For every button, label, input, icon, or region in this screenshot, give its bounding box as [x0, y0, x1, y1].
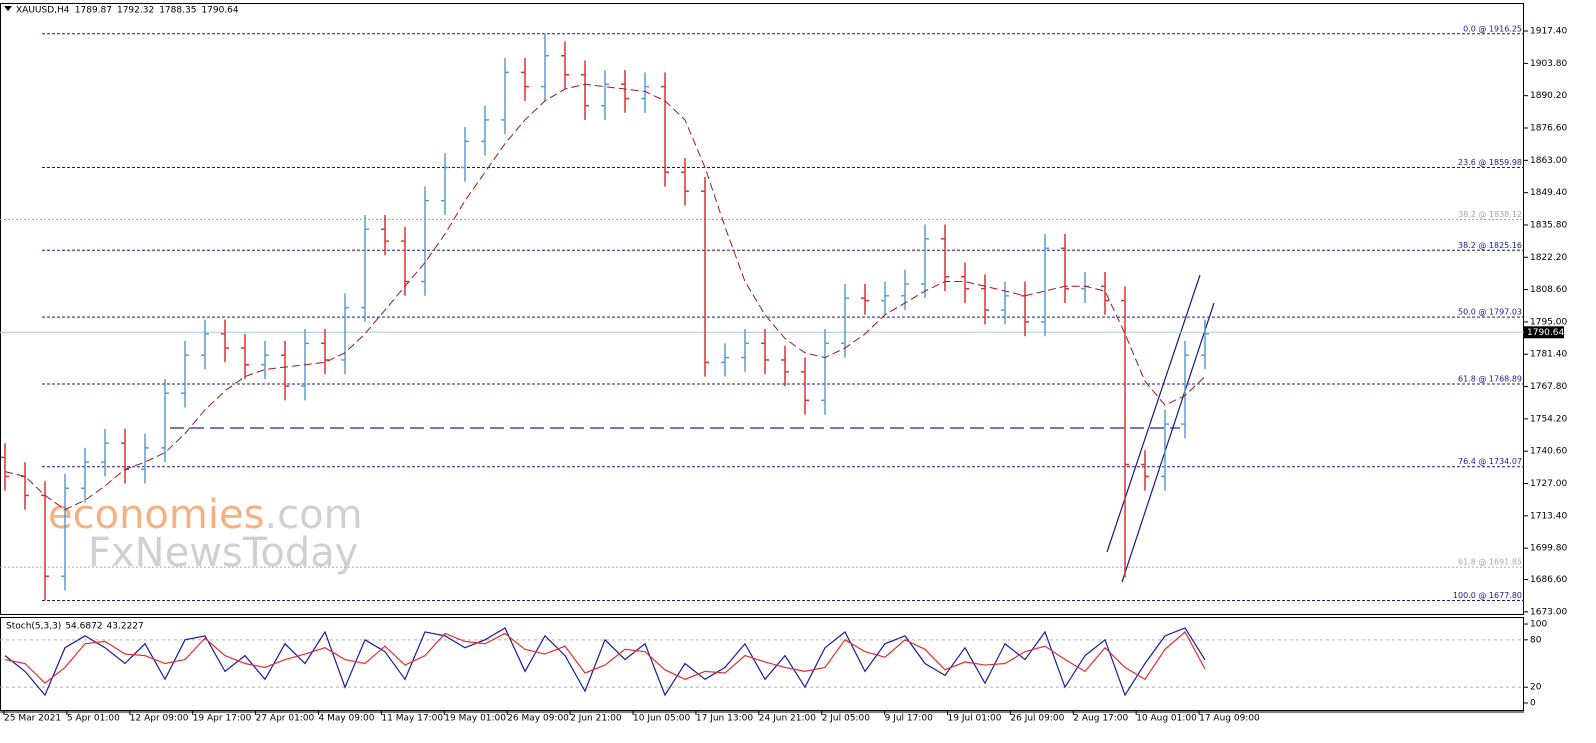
header-value: 1790.64 — [201, 6, 238, 16]
fib-label: 100.0 @ 1677.80 — [1453, 591, 1522, 600]
fib-label: 0.0 @ 1916.25 — [1463, 24, 1522, 33]
y-tick-label: 1713.40 — [1530, 511, 1567, 521]
x-tick-label: 27 Apr 01:00 — [256, 714, 315, 724]
x-tick-label: 5 Apr 01:00 — [67, 714, 120, 724]
x-tick-label: 19 Apr 17:00 — [193, 714, 252, 724]
channel-lower — [1121, 302, 1215, 583]
x-tick-label: 10 Jun 05:00 — [633, 714, 690, 724]
watermark-brand: economies — [48, 492, 264, 538]
x-tick-label: 2 Aug 17:00 — [1073, 714, 1128, 724]
y-tick-label: 1903.80 — [1530, 59, 1567, 69]
x-tick-label: 2 Jun 21:00 — [570, 714, 622, 724]
current-price-label: 1790.64 — [1527, 328, 1564, 338]
y-tick-label: 80 — [1530, 635, 1542, 645]
y-tick-label: 0 — [1530, 698, 1536, 708]
x-tick-label: 17 Aug 09:00 — [1199, 714, 1260, 724]
y-tick-label: 20 — [1530, 683, 1542, 693]
y-tick-label: 1863.00 — [1530, 156, 1567, 166]
y-tick-label: 1781.40 — [1530, 350, 1567, 360]
stoch-line — [4, 630, 1206, 685]
moving-average — [4, 83, 1206, 511]
current-price-box — [1524, 326, 1564, 339]
stoch-header: 54.6872 — [65, 622, 102, 632]
x-tick-label: 17 Jun 13:00 — [696, 714, 753, 724]
y-tick-label: 1808.60 — [1530, 285, 1567, 295]
y-tick-label: 1849.40 — [1530, 188, 1567, 198]
x-tick-label: 25 Mar 2021 — [4, 714, 61, 724]
menu-arrow[interactable] — [4, 6, 12, 11]
y-tick-label: 1699.80 — [1530, 544, 1567, 554]
y-tick-label: 1754.20 — [1530, 414, 1567, 424]
y-tick-label: 1890.20 — [1530, 91, 1567, 101]
header-value: 1788.35 — [159, 6, 196, 16]
x-tick-label: 9 Jul 17:00 — [885, 714, 934, 724]
fib-label: 76.4 @ 1734.07 — [1458, 457, 1522, 466]
x-tick-label: 26 May 09:00 — [507, 714, 569, 724]
y-tick-label: 1795.00 — [1530, 317, 1567, 327]
y-tick-label: 1767.80 — [1530, 382, 1567, 392]
main-frame — [0, 3, 1524, 615]
y-tick-label: 1917.40 — [1530, 27, 1567, 37]
stoch-header: 43.2227 — [107, 622, 144, 632]
fib-label: 50.0 @ 1797.03 — [1458, 308, 1522, 317]
x-tick-label: 4 May 09:00 — [319, 714, 375, 724]
x-tick-label: 26 Jul 09:00 — [1010, 714, 1064, 724]
fib-label: 38.2 @ 1825.16 — [1458, 241, 1522, 250]
x-tick-label: 12 Apr 09:00 — [130, 714, 189, 724]
header-value: XAUUSD,H4 — [16, 6, 70, 16]
x-tick-label: 2 Jul 05:00 — [822, 714, 871, 724]
stoch-line — [4, 627, 1206, 697]
watermark-news: FxNewsToday — [88, 530, 358, 576]
y-tick-label: 1822.20 — [1530, 253, 1567, 263]
x-tick-label: 24 Jun 21:00 — [759, 714, 816, 724]
y-tick-label: 1727.00 — [1530, 479, 1567, 489]
header-value: 1789.87 — [75, 6, 112, 16]
watermark: economies FxNewsToday .com — [48, 492, 363, 576]
fib-label: 61.8 @ 1768.89 — [1458, 374, 1522, 383]
stoch-header: Stoch(5,3,3) — [6, 622, 61, 632]
header-value: 1792.32 — [117, 6, 154, 16]
y-tick-label: 1835.80 — [1530, 220, 1567, 230]
y-tick-label: 100 — [1530, 620, 1547, 630]
x-tick-label: 11 May 17:00 — [381, 714, 443, 724]
y-tick-label: 1876.60 — [1530, 124, 1567, 134]
watermark-domain: .com — [264, 492, 362, 538]
y-tick-label: 1673.00 — [1530, 607, 1567, 617]
x-tick-label: 19 Jul 01:00 — [948, 714, 1002, 724]
channel-upper — [1106, 274, 1201, 553]
fib-label: 23.6 @ 1859.98 — [1458, 158, 1522, 167]
y-tick-label: 1686.60 — [1530, 575, 1567, 585]
y-tick-label: 1740.60 — [1530, 447, 1567, 457]
fib-label: 61.8 @ 1691.85 — [1458, 558, 1522, 567]
fib-label: 38.2 @ 1838.12 — [1458, 210, 1522, 219]
x-tick-label: 19 May 01:00 — [444, 714, 506, 724]
x-tick-label: 10 Aug 01:00 — [1136, 714, 1197, 724]
stoch-frame — [0, 617, 1524, 711]
